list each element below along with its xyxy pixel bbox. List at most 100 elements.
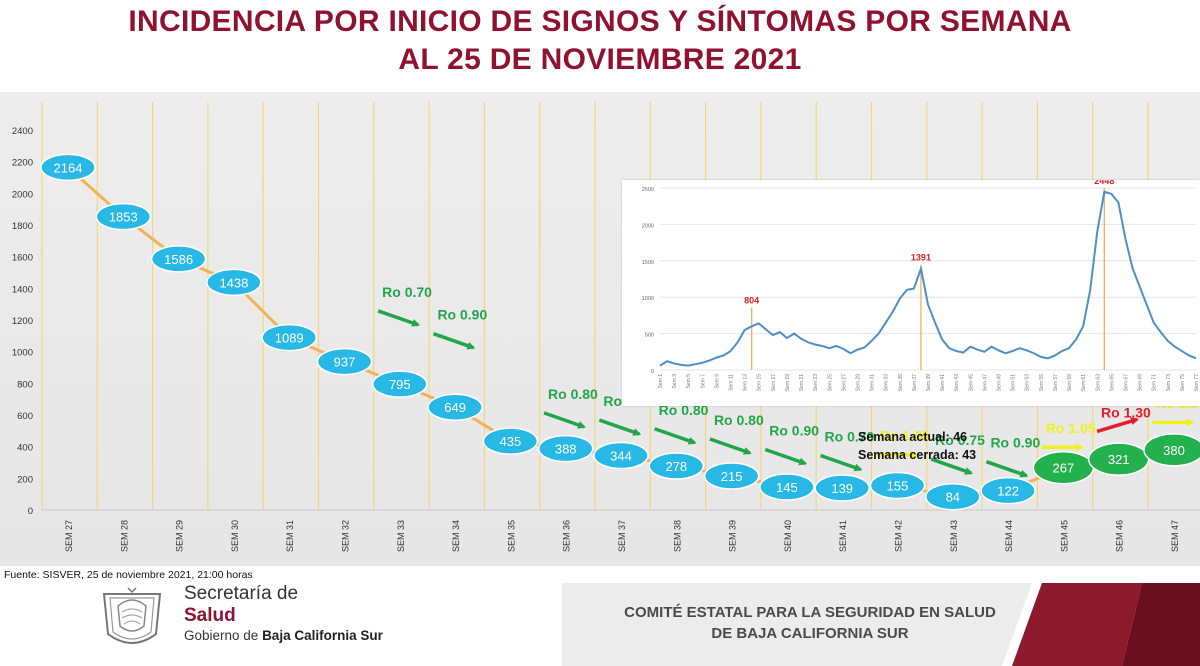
- ro-arrow: [432, 332, 476, 350]
- x-tick-label: SEM 28: [119, 520, 129, 552]
- ro-arrow: [930, 457, 974, 475]
- data-label: 267: [1053, 461, 1075, 476]
- state-emblem-icon: [102, 587, 162, 644]
- inset-x-tick-label: Sem 47: [982, 374, 988, 391]
- ro-label: Ro 0.90: [437, 307, 487, 323]
- inset-x-tick-label: Sem 49: [997, 374, 1003, 391]
- ro-arrow: [1096, 417, 1139, 434]
- inset-y-tick-label: 0: [651, 369, 654, 375]
- data-bubble: [150, 245, 207, 273]
- data-label: 278: [665, 459, 687, 474]
- y-tick-label: 0: [28, 506, 33, 517]
- inset-x-tick-label: Sem 67: [1123, 374, 1129, 391]
- inset-y-tick-label: 2500: [642, 187, 654, 193]
- inset-x-tick-label: Sem 27: [841, 374, 847, 391]
- inset-x-tick-label: Sem 21: [799, 374, 805, 391]
- org-name-line2: Salud: [184, 605, 236, 626]
- ro-arrow: [543, 411, 586, 429]
- org-name-line3: Gobierno de Baja California Sur: [184, 628, 383, 643]
- org-name-line1: Secretaría de: [184, 583, 299, 604]
- data-label: 155: [887, 478, 909, 493]
- inset-x-tick-label: Sem 59: [1067, 374, 1073, 391]
- ro-label: Ro 0.80: [548, 386, 598, 402]
- ro-arrow: [709, 437, 752, 455]
- inset-x-tick-label: Sem 29: [855, 374, 861, 391]
- ro-label: Ro 0.90: [769, 423, 819, 439]
- x-tick-label: SEM 33: [396, 520, 406, 552]
- y-tick-label: 1000: [12, 348, 33, 359]
- inset-x-tick-label: Sem 11: [729, 374, 735, 391]
- inset-x-tick-label: Sem 7: [700, 374, 706, 389]
- y-tick-label: 2000: [12, 189, 33, 200]
- data-label: 1438: [219, 275, 248, 290]
- data-bubble: [814, 474, 870, 502]
- committee-banner: [562, 583, 1200, 666]
- chart-title-line2: AL 25 DE NOVIEMBRE 2021: [398, 43, 802, 76]
- x-tick-label: SEM 42: [894, 520, 904, 552]
- inset-x-tick-label: Sem 23: [813, 374, 819, 391]
- inset-x-tick-label: Sem 57: [1053, 374, 1059, 391]
- inset-x-tick-label: Sem 51: [1011, 374, 1017, 391]
- data-label: 795: [389, 377, 411, 392]
- inset-x-tick-label: Sem 9: [714, 374, 720, 389]
- committee-name-line2: DE BAJA CALIFORNIA SUR: [711, 625, 909, 642]
- inset-x-tick-label: Sem 1: [658, 374, 664, 389]
- data-bubble: [40, 153, 96, 182]
- x-tick-label: SEM 44: [1004, 520, 1014, 552]
- x-tick-label: SEM 41: [838, 520, 848, 552]
- data-label: 1089: [275, 331, 304, 346]
- data-label: 1586: [164, 252, 193, 267]
- data-label: 122: [997, 484, 1019, 499]
- data-bubble: [593, 441, 649, 470]
- data-bubble: [1143, 433, 1200, 467]
- inset-x-tick-label: Sem 13: [743, 374, 749, 391]
- inset-x-tick-label: Sem 73: [1166, 374, 1172, 391]
- ro-arrow: [598, 418, 642, 436]
- inset-x-tick-label: Sem 5: [686, 374, 692, 389]
- ro-arrow: [654, 427, 697, 445]
- x-tick-label: SEM 43: [949, 520, 959, 552]
- org-state-name: Baja California Sur: [262, 628, 383, 643]
- inset-x-tick-label: Sem 43: [954, 374, 960, 391]
- inset-x-tick-label: Sem 61: [1081, 374, 1087, 391]
- y-tick-label: 2400: [12, 126, 33, 137]
- inset-x-tick-label: Sem 37: [912, 374, 918, 391]
- inset-x-tick-label: Sem 55: [1039, 374, 1045, 391]
- current-week-label: Semana actual: 46: [858, 430, 968, 444]
- x-tick-label: SEM 29: [175, 520, 185, 552]
- inset-x-tick-label: Sem 45: [968, 374, 974, 391]
- data-label: 435: [500, 434, 522, 449]
- inset-x-tick-label: Sem 41: [940, 374, 946, 391]
- data-bubble: [648, 452, 705, 480]
- inset-x-tick-label: Sem 31: [870, 374, 876, 391]
- inset-x-tick-label: Sem 65: [1109, 374, 1115, 391]
- inset-x-tick-label: Sem 77: [1194, 374, 1200, 391]
- inset-x-tick-label: Sem 15: [757, 374, 763, 391]
- data-bubble: [261, 323, 317, 352]
- x-tick-label: SEM 34: [451, 520, 461, 552]
- x-tick-label: SEM 47: [1170, 520, 1180, 552]
- inset-x-tick-label: Sem 39: [926, 374, 932, 391]
- x-tick-label: SEM 46: [1115, 520, 1125, 552]
- data-bubble: [759, 473, 815, 501]
- inset-y-tick-label: 1000: [642, 296, 654, 302]
- y-tick-label: 1400: [12, 284, 33, 295]
- data-bubble: [95, 202, 152, 231]
- ro-arrow: [985, 460, 1029, 478]
- inset-x-tick-label: Sem 25: [827, 374, 833, 391]
- ro-label: Ro 1.30: [1101, 404, 1151, 420]
- inset-series-line: [659, 190, 1197, 367]
- x-tick-label: SEM 36: [562, 520, 572, 552]
- y-tick-label: 800: [17, 379, 33, 390]
- y-tick-label: 400: [17, 443, 33, 454]
- data-bubble: [980, 476, 1036, 505]
- data-label: 388: [555, 442, 577, 457]
- source-note: Fuente: SISVER, 25 de noviembre 2021, 21…: [4, 569, 253, 581]
- inset-y-tick-label: 2000: [642, 223, 654, 229]
- x-tick-label: SEM 38: [672, 520, 682, 552]
- y-tick-label: 600: [17, 411, 33, 422]
- x-tick-label: SEM 39: [728, 520, 738, 552]
- inset-x-tick-label: Sem 19: [785, 374, 791, 391]
- y-tick-label: 1600: [12, 253, 33, 264]
- y-tick-label: 2200: [12, 158, 33, 169]
